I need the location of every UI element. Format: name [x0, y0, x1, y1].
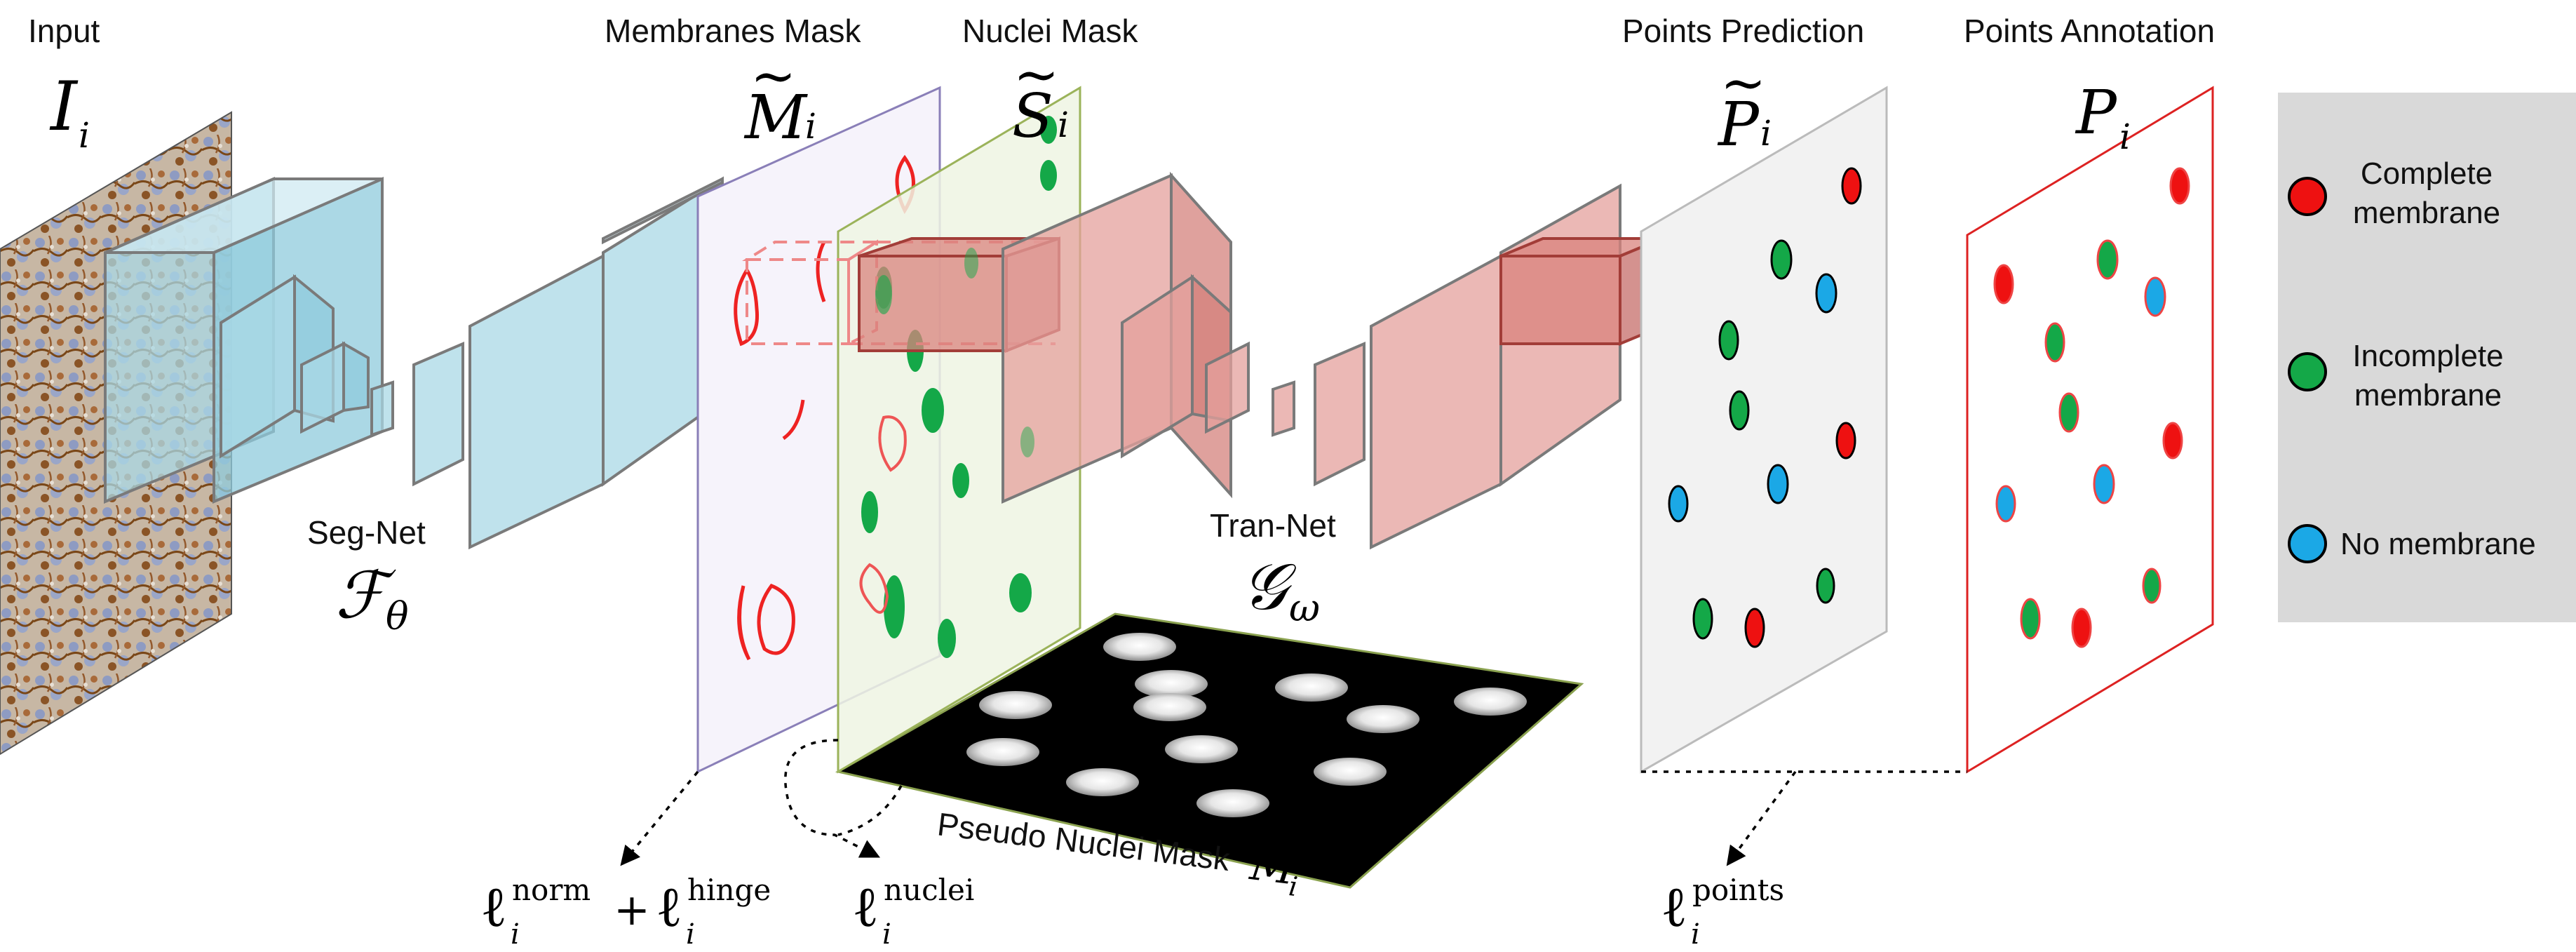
loss-norm-symbol: ℓ: [480, 874, 507, 939]
nuclei-mask-contours: [859, 415, 907, 614]
legend-none-label: No membrane: [2340, 527, 2536, 561]
loss-points-symbol: ℓ: [1661, 874, 1687, 939]
seg-net-label: Seg-Net: [307, 514, 426, 551]
heading-membranes-mask: Membranes Mask: [605, 13, 862, 49]
legend-swatch-incomplete: [2288, 352, 2327, 391]
prediction-symbol-letter: P: [1717, 90, 1760, 160]
tran-net-symbol-sub: ω: [1289, 586, 1320, 630]
loss-points-sub: i: [1691, 918, 1700, 951]
loss-hinge-sub: i: [686, 918, 695, 951]
legend-incomplete-line2: membrane: [2354, 378, 2502, 413]
tran-net-label: Tran-Net: [1210, 507, 1336, 544]
loss-nuclei-superscript: nuclei: [884, 873, 974, 907]
heading-input: Input: [28, 13, 100, 49]
tran-net-symbol: 𝒢 ω: [1241, 549, 1320, 630]
loss-points-superscript: points: [1692, 873, 1784, 907]
legend: Complete membrane Incomplete membrane No…: [2278, 93, 2576, 622]
membranes-symbol: ~ M i: [743, 45, 816, 153]
pseudo-symbol-sub: i: [1287, 871, 1299, 902]
legend-background: [2278, 93, 2576, 622]
prediction-symbol-sub: i: [1760, 113, 1772, 154]
loss-hinge-superscript: hinge: [687, 873, 771, 907]
input-symbol-sub: i: [79, 115, 90, 156]
nuclei-symbol: ~ S i: [1012, 43, 1069, 152]
seg-net-symbol: ℱ θ: [335, 558, 409, 638]
points-annotation-dots: [1993, 167, 2190, 648]
loss-norm-sub: i: [511, 918, 520, 951]
input-symbol-letter: I: [49, 67, 79, 146]
legend-complete-line2: membrane: [2353, 196, 2500, 230]
legend-swatch-none: [2288, 524, 2327, 563]
legend-incomplete-line1: Incomplete: [2352, 339, 2503, 373]
pseudo-symbol-letter: M: [1247, 838, 1299, 894]
heading-nuclei-mask: Nuclei Mask: [962, 13, 1139, 49]
membranes-symbol-letter: M: [743, 83, 808, 153]
pseudo-nuclei-blobs: [966, 633, 1527, 817]
loss-nuclei-sub: i: [882, 918, 891, 951]
loss-norm-hinge: ℓ norm i + ℓ hinge i: [480, 873, 771, 951]
points-prediction-dots: [1668, 167, 1862, 648]
legend-complete-line1: Complete: [2361, 156, 2493, 191]
annotation-symbol-sub: i: [2119, 116, 2131, 157]
loss-points: ℓ points i: [1661, 873, 1784, 951]
nuclei-symbol-sub: i: [1058, 105, 1069, 145]
prediction-symbol-tilde: ~: [1720, 52, 1766, 115]
seg-net-symbol-sub: θ: [386, 594, 409, 638]
loss-norm-superscript: norm: [512, 873, 591, 907]
loss-nuclei: ℓ nuclei i: [852, 873, 974, 951]
annotation-symbol-letter: P: [2075, 78, 2118, 148]
tran-net-block: [858, 171, 1664, 550]
seg-net-block: [104, 176, 724, 550]
membranes-symbol-sub: i: [805, 106, 816, 147]
input-symbol: I i: [49, 67, 90, 156]
loss-hinge-symbol: ℓ: [656, 874, 682, 939]
membranes-symbol-tilde: ~: [750, 45, 796, 108]
loss-nuclei-symbol: ℓ: [852, 874, 879, 939]
points-annotation-symbol: P i: [2075, 78, 2131, 157]
heading-points-annotation: Points Annotation: [1964, 13, 2215, 49]
loss-arrows: [620, 739, 1967, 866]
legend-swatch-complete: [2288, 177, 2327, 216]
loss-plus: +: [614, 884, 650, 935]
heading-points-prediction: Points Prediction: [1622, 13, 1864, 49]
nuclei-symbol-tilde: ~: [1013, 43, 1059, 107]
nuclei-symbol-letter: S: [1012, 81, 1053, 152]
points-prediction-symbol: ~ P i: [1717, 52, 1772, 160]
